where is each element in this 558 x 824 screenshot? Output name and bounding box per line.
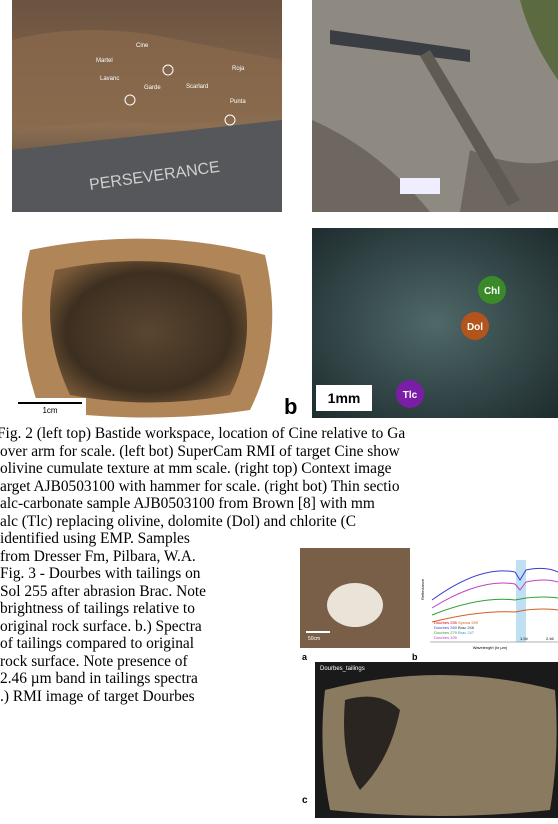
legend-entry: Dourbes 279	[434, 630, 458, 635]
rock-shape	[312, 120, 558, 212]
sample-tag	[400, 178, 440, 194]
panel-label: b	[412, 652, 418, 662]
mineral-marker	[461, 312, 489, 340]
caption-line: .) RMI image of target Dourbes	[0, 687, 195, 705]
caption-line: alc-carbonate sample AJB0503100 from Bro…	[0, 495, 375, 512]
caption-line: brightness of tailings relative to	[0, 600, 195, 617]
site-label: Scarlard	[186, 84, 208, 90]
mineral-marker	[396, 380, 424, 408]
panel-label: b	[284, 394, 297, 419]
mineral-label: Chl	[484, 286, 500, 297]
legend-entry: Brac 247	[458, 630, 475, 635]
legend-entry: Dourbes 255	[434, 620, 458, 625]
panel-label: a	[302, 652, 308, 662]
panel-label: c	[302, 795, 308, 806]
band-highlight	[516, 560, 526, 642]
caption-line: Sol 255 after abrasion Brac. Note	[0, 582, 207, 600]
band-label: 1.94	[520, 636, 529, 641]
grass	[520, 0, 558, 80]
scale-box	[316, 385, 372, 411]
site-ring	[162, 64, 174, 76]
hammer-handle	[420, 50, 520, 206]
spectrum	[431, 596, 558, 616]
caption-line: alc (Tlc) replacing olivine, dolomite (D…	[0, 512, 356, 530]
band-label: 2.46	[546, 636, 555, 641]
site-label: Cine	[136, 43, 149, 49]
caption-line: Fig. 2 (left top) Bastide workspace, loc…	[0, 425, 406, 442]
site-label: Punta	[230, 99, 246, 105]
site-ring	[224, 114, 236, 126]
caption-line: identified using EMP. Samples	[0, 530, 190, 547]
legend: Dourbes 255 Dourbes 269 Dourbes 279 Dour…	[434, 620, 479, 640]
site-label: Roja	[232, 66, 245, 72]
site-ring	[124, 94, 136, 106]
y-axis-label: Reflectance	[420, 578, 425, 600]
dark-region	[344, 696, 400, 790]
rock-shape	[12, 30, 282, 130]
site-label: Martel	[96, 58, 113, 64]
mineral-marker	[478, 276, 506, 304]
spectrum	[431, 579, 558, 609]
caption-line: arget AJB0503100 with hammer for scale. …	[0, 477, 400, 495]
caption-line: rock surface. Note presence of	[0, 652, 188, 670]
mineral-label: Dol	[467, 322, 483, 333]
caption-line: Fig. 3 - Dourbes with tailings on	[0, 565, 201, 582]
site-labels: Cine Martel Lavanc Garde Scarlard Roja P…	[96, 43, 246, 126]
rover-arm	[12, 120, 282, 212]
tailings-patch	[327, 583, 383, 627]
rmi-rock	[50, 261, 248, 403]
scale-label: 1cm	[42, 406, 57, 415]
site-label: Garde	[144, 85, 161, 91]
legend-entry: Dourbes 269	[434, 625, 458, 630]
caption-line: original rock surface. b.) Spectra	[0, 617, 202, 635]
rmi-title: Dourbes_tailings	[320, 666, 365, 672]
spectrum	[431, 567, 558, 601]
legend-entry: Sysma 259	[458, 620, 479, 625]
hammer-head	[330, 30, 470, 62]
caption-line: from Dresser Fm, Pilbara, W.A.	[0, 547, 196, 565]
x-axis-label: Wavelength (in µm)	[473, 645, 508, 650]
caption-line: olivine cumulate texture at mm scale. (r…	[0, 460, 392, 477]
spectrum	[431, 608, 558, 623]
site-label: Lavanc	[100, 76, 119, 82]
scale-label: 1mm	[328, 390, 361, 406]
mineral-label: Tlc	[403, 390, 418, 401]
legend-entry: Dourbes 339	[434, 635, 458, 640]
caption-line: of tailings compared to original	[0, 635, 195, 652]
caption-line: over arm for scale. (left bot) SuperCam …	[0, 442, 400, 460]
legend-entry: Brac 246	[458, 625, 475, 630]
caption-line: 2.46 µm band in tailings spectra	[0, 670, 198, 687]
scale-label: 50cm	[308, 636, 320, 642]
